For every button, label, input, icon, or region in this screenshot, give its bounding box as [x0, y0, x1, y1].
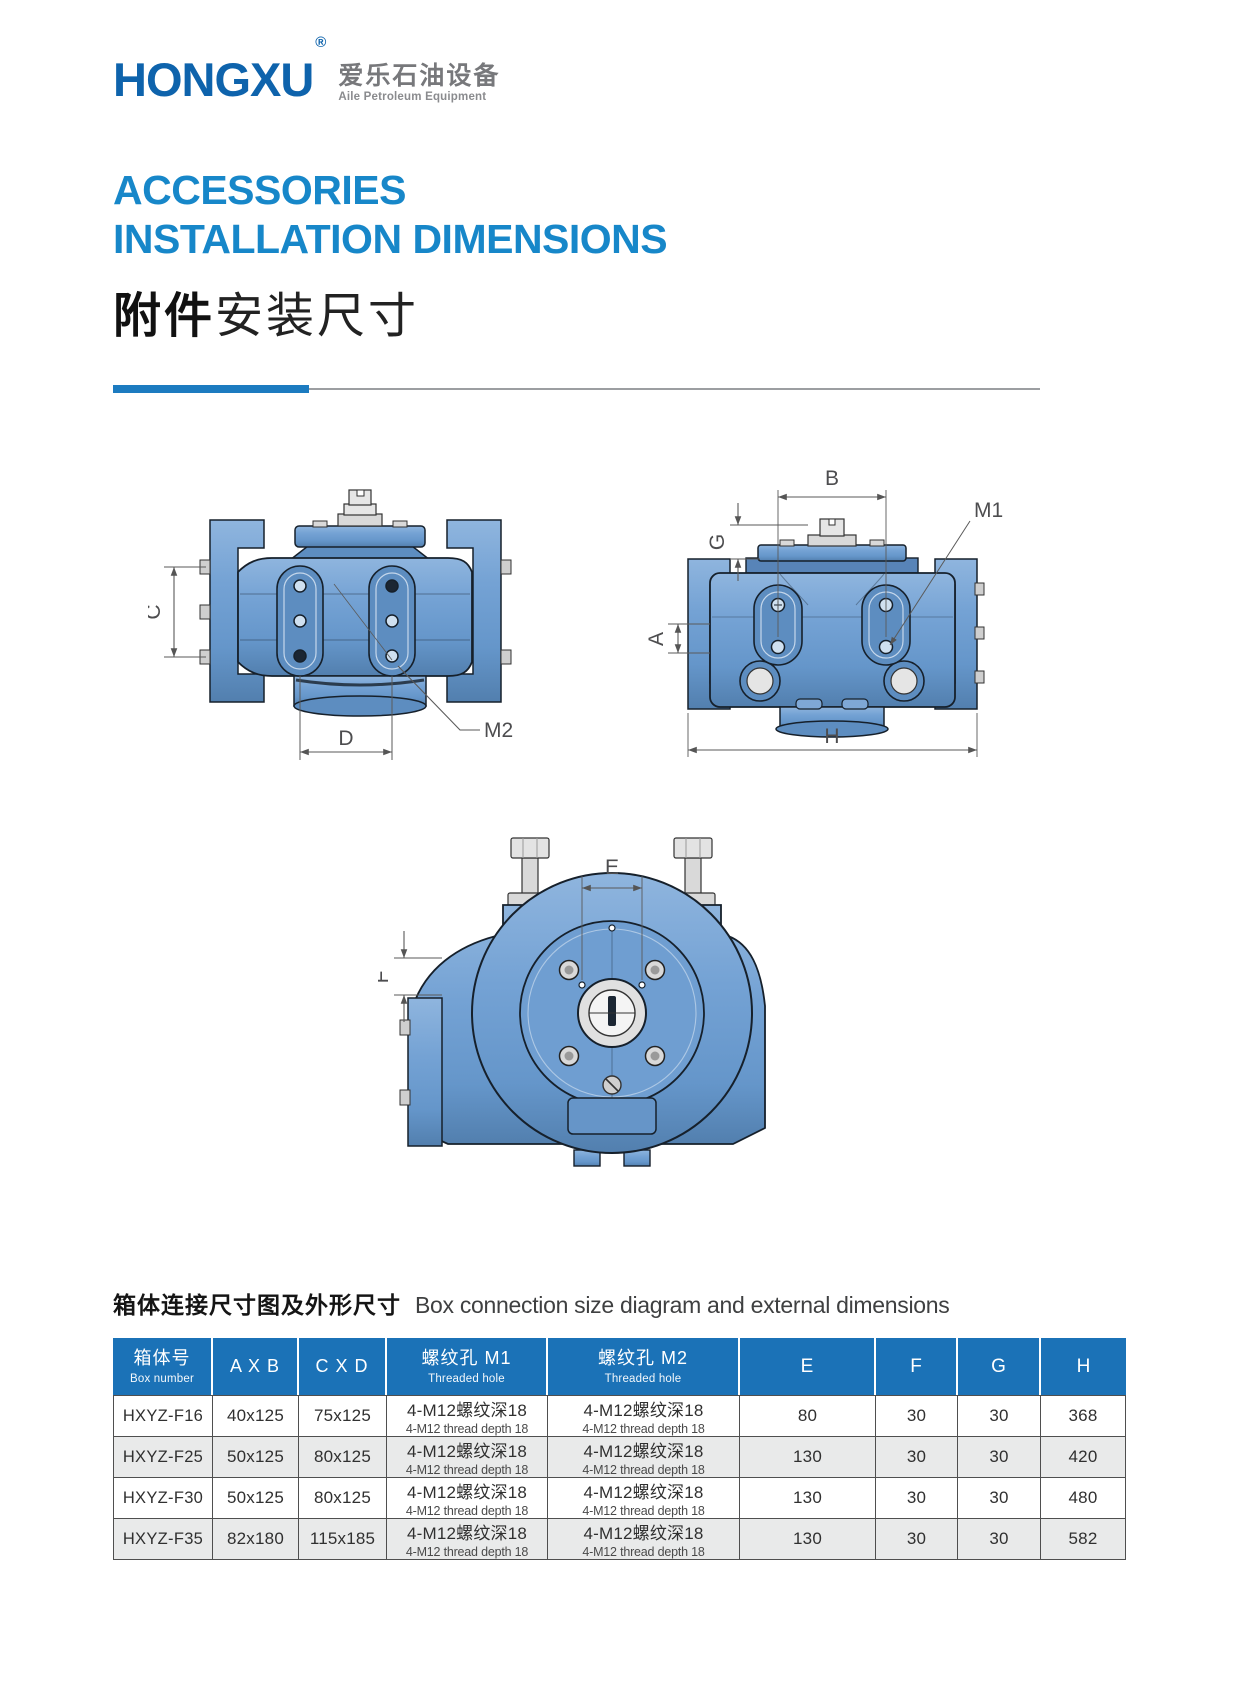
- slot-right: [368, 565, 416, 677]
- col-header-g: G: [958, 1338, 1041, 1395]
- dim-label-f: F: [378, 971, 393, 984]
- cell-g: 30: [958, 1437, 1041, 1478]
- cell-m1: 4-M12螺纹深18 4-M12 thread depth 18: [387, 1395, 548, 1437]
- title-chinese-bold: 附件: [113, 290, 216, 343]
- drawing-side-view: C D M2: [148, 489, 513, 760]
- cell-m1: 4-M12螺纹深18 4-M12 thread depth 18: [387, 1519, 548, 1560]
- cell-m2: 4-M12螺纹深18 4-M12 thread depth 18: [548, 1395, 740, 1437]
- slot-left: [276, 565, 324, 677]
- cell-m1: 4-M12螺纹深18 4-M12 thread depth 18: [387, 1478, 548, 1519]
- dim-label-g: G: [706, 534, 729, 550]
- cell-m2: 4-M12螺纹深18 4-M12 thread depth 18: [548, 1478, 740, 1519]
- cell-cxd: 80x125: [299, 1478, 387, 1519]
- cell-box-number: HXYZ-F35: [113, 1519, 213, 1560]
- dim-label-b: B: [825, 467, 839, 490]
- cell-axb: 40x125: [213, 1395, 299, 1437]
- brand-wordmark: HONGXU®: [113, 34, 326, 106]
- brand-text: HONGXU: [113, 53, 314, 106]
- title-chinese: 附件安装尺寸: [113, 276, 667, 346]
- col-header-e: E: [740, 1338, 876, 1395]
- col-header-f: F: [876, 1338, 958, 1395]
- col-header-m1: 螺纹孔 M1 Threaded hole: [387, 1338, 548, 1395]
- dim-label-h: H: [824, 725, 839, 748]
- cell-h: 480: [1041, 1478, 1126, 1519]
- table-caption-english: Box connection size diagram and external…: [415, 1292, 950, 1318]
- cell-e: 80: [740, 1395, 876, 1437]
- cell-h: 582: [1041, 1519, 1126, 1560]
- table-row: HXYZ-F35 82x180 115x185 4-M12螺纹深18 4-M12 …: [113, 1519, 1126, 1560]
- drawing-front-view: E F: [378, 837, 766, 1167]
- col-header-m2: 螺纹孔 M2 Threaded hole: [548, 1338, 740, 1395]
- cell-m2: 4-M12螺纹深18 4-M12 thread depth 18: [548, 1437, 740, 1478]
- cell-f: 30: [876, 1519, 958, 1560]
- logo: HONGXU® 爱乐石油设备 Aile Petroleum Equipment: [113, 34, 501, 106]
- cell-g: 30: [958, 1519, 1041, 1560]
- cell-h: 420: [1041, 1437, 1126, 1478]
- divider-accent: [113, 385, 309, 393]
- cell-box-number: HXYZ-F25: [113, 1437, 213, 1478]
- cell-m1: 4-M12螺纹深18 4-M12 thread depth 18: [387, 1437, 548, 1478]
- logo-english: Aile Petroleum Equipment: [338, 90, 487, 103]
- drawing-rear-view: B G M1 A H: [645, 467, 1003, 757]
- table-caption: 箱体连接尺寸图及外形尺寸 Box connection size diagram…: [113, 1286, 950, 1320]
- logo-chinese: 爱乐石油设备: [338, 61, 501, 90]
- cell-e: 130: [740, 1437, 876, 1478]
- cell-axb: 50x125: [213, 1437, 299, 1478]
- registered-mark: ®: [315, 34, 327, 51]
- cell-axb: 50x125: [213, 1478, 299, 1519]
- cell-g: 30: [958, 1395, 1041, 1437]
- logo-subtext: 爱乐石油设备 Aile Petroleum Equipment: [338, 61, 501, 103]
- table-row: HXYZ-F16 40x125 75x125 4-M12螺纹深18 4-M12 t…: [113, 1395, 1126, 1437]
- cell-f: 30: [876, 1478, 958, 1519]
- dim-label-a: A: [645, 632, 668, 646]
- dim-label-m2: M2: [484, 719, 513, 742]
- col-header-box-en: Box number: [129, 1372, 194, 1385]
- cell-cxd: 80x125: [299, 1437, 387, 1478]
- cell-f: 30: [876, 1395, 958, 1437]
- col-header-box-number: 箱体号 Box number: [113, 1338, 213, 1395]
- face-bolts: [558, 959, 666, 1067]
- cell-e: 130: [740, 1478, 876, 1519]
- title-divider: [113, 385, 1040, 393]
- table-caption-chinese: 箱体连接尺寸图及外形尺寸: [113, 1292, 401, 1318]
- col-header-cxd: C X D: [299, 1338, 387, 1395]
- divider-line: [309, 388, 1040, 390]
- cell-axb: 82x180: [213, 1519, 299, 1560]
- cell-cxd: 115x185: [299, 1519, 387, 1560]
- col-header-box-cn: 箱体号: [133, 1348, 191, 1369]
- cell-box-number: HXYZ-F16: [113, 1395, 213, 1437]
- page-title: ACCESSORIES INSTALLATION DIMENSIONS 附件安装…: [113, 166, 668, 346]
- cell-g: 30: [958, 1478, 1041, 1519]
- cell-h: 368: [1041, 1395, 1126, 1437]
- col-header-axb: A X B: [213, 1338, 299, 1395]
- dim-label-c: C: [148, 604, 165, 619]
- col-header-h: H: [1041, 1338, 1126, 1395]
- table-row: HXYZ-F30 50x125 80x125 4-M12螺纹深18 4-M12 t…: [113, 1478, 1126, 1519]
- cell-box-number: HXYZ-F30: [113, 1478, 213, 1519]
- cell-e: 130: [740, 1519, 876, 1560]
- title-chinese-rest: 安装尺寸: [215, 290, 420, 343]
- table-row: HXYZ-F25 50x125 80x125 4-M12螺纹深18 4-M12 t…: [113, 1437, 1126, 1478]
- title-line2: INSTALLATION DIMENSIONS: [113, 216, 668, 262]
- title-line1: ACCESSORIES: [113, 167, 406, 213]
- table-header-row: 箱体号 Box number A X B C X D 螺纹孔 M1 Thread…: [113, 1338, 1126, 1395]
- dim-label-d: D: [338, 727, 353, 750]
- dim-label-e: E: [605, 856, 619, 879]
- cell-m2: 4-M12螺纹深18 4-M12 thread depth 18: [548, 1519, 740, 1560]
- dimensions-table: 箱体号 Box number A X B C X D 螺纹孔 M1 Thread…: [113, 1338, 1126, 1560]
- cell-cxd: 75x125: [299, 1395, 387, 1437]
- cell-f: 30: [876, 1437, 958, 1478]
- dim-label-m1: M1: [974, 499, 1003, 522]
